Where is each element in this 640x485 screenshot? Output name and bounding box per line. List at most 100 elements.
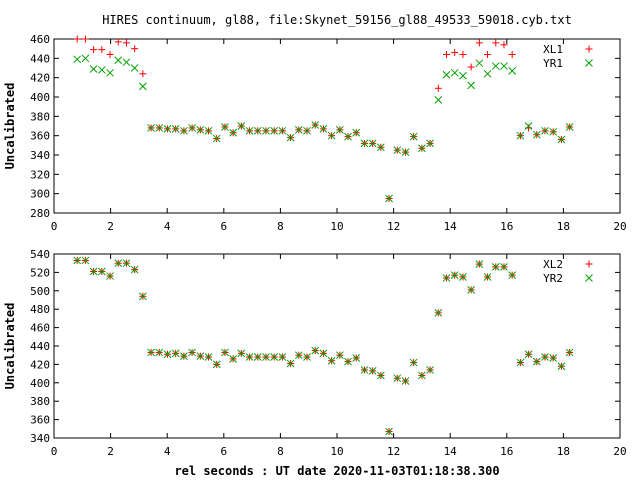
legend-marker [585,45,593,53]
data-point [155,348,164,357]
y-tick-label: 460 [30,33,50,46]
data-point [229,355,237,363]
data-point [89,65,98,73]
x-tick-label: 20 [613,220,626,233]
x-tick-label: 0 [51,220,58,233]
data-point [130,265,139,274]
data-point [368,139,377,148]
data-point [97,267,106,276]
data-point [491,263,500,271]
data-point [377,371,385,380]
data-point [303,126,311,135]
legend-marker [585,260,593,268]
data-point [319,349,328,358]
data-point [500,41,508,49]
x-tick-label: 16 [500,220,513,233]
data-point [139,82,147,91]
series-YR2 [73,256,574,436]
data-point [278,353,287,361]
data-point [253,126,262,135]
data-point [401,377,410,385]
y-tick-label: 440 [30,340,50,353]
data-point [451,49,459,57]
data-point [286,359,295,368]
data-point [532,357,541,366]
data-point [565,348,574,357]
data-point [442,274,451,282]
y-tick-label: 340 [30,149,50,162]
data-point [385,427,393,436]
y-axis-title: Uncalibrated [3,83,17,170]
y-tick-label: 460 [30,322,50,335]
series-XL2 [73,256,574,436]
data-point [401,148,410,156]
data-point [278,126,287,135]
x-tick-label: 8 [277,220,284,233]
data-point [106,272,114,280]
data-point [565,123,574,131]
data-point [467,63,475,71]
data-point [237,349,246,358]
data-point [492,39,500,47]
data-point [204,126,213,135]
data-point [212,134,221,143]
data-point [155,124,164,132]
x-tick-label: 14 [444,445,458,458]
x-tick-label: 6 [220,220,227,233]
data-point [467,286,475,294]
data-point [557,135,566,144]
data-point [393,146,402,155]
data-point [426,366,434,374]
data-point [450,68,459,77]
y-tick-label: 360 [30,414,50,427]
data-point [114,38,122,46]
x-tick-label: 12 [387,220,400,233]
data-point [212,360,221,369]
y-tick-label: 500 [30,285,50,298]
data-point [557,362,566,371]
data-point [319,125,328,133]
data-point [122,259,131,268]
x-tick-label: 0 [51,445,58,458]
data-point [442,70,451,79]
y-tick-label: 380 [30,110,50,123]
data-point [335,351,344,360]
y-tick-label: 300 [30,188,50,201]
y-tick-label: 340 [30,432,50,445]
data-point [426,139,434,148]
x-tick-label: 10 [330,445,343,458]
data-point [524,350,533,359]
x-tick-label: 2 [107,445,114,458]
data-point [180,126,188,135]
plot-frame [53,38,621,214]
data-point [229,128,237,137]
data-point [385,194,393,203]
data-point [344,357,352,366]
data-point [270,353,279,361]
legend-label: XL2 [543,258,563,271]
data-point [122,58,131,67]
legend-marker [585,59,593,67]
data-point [286,133,295,142]
x-tick-label: 2 [107,220,114,233]
data-point [393,374,402,383]
data-point [491,62,500,70]
data-point [475,59,484,68]
data-point [532,130,541,139]
data-point [221,348,229,357]
y-axis-title: Uncalibrated [3,303,17,390]
data-point [484,50,492,58]
data-point [81,35,89,43]
data-point [106,50,114,58]
y-tick-label: 360 [30,130,50,143]
x-tick-label: 18 [557,220,570,233]
data-point [245,353,254,361]
data-point [163,350,172,359]
data-point [541,353,549,361]
data-point [483,69,492,78]
data-point [163,125,172,133]
data-point [294,126,303,134]
data-point [434,84,442,92]
